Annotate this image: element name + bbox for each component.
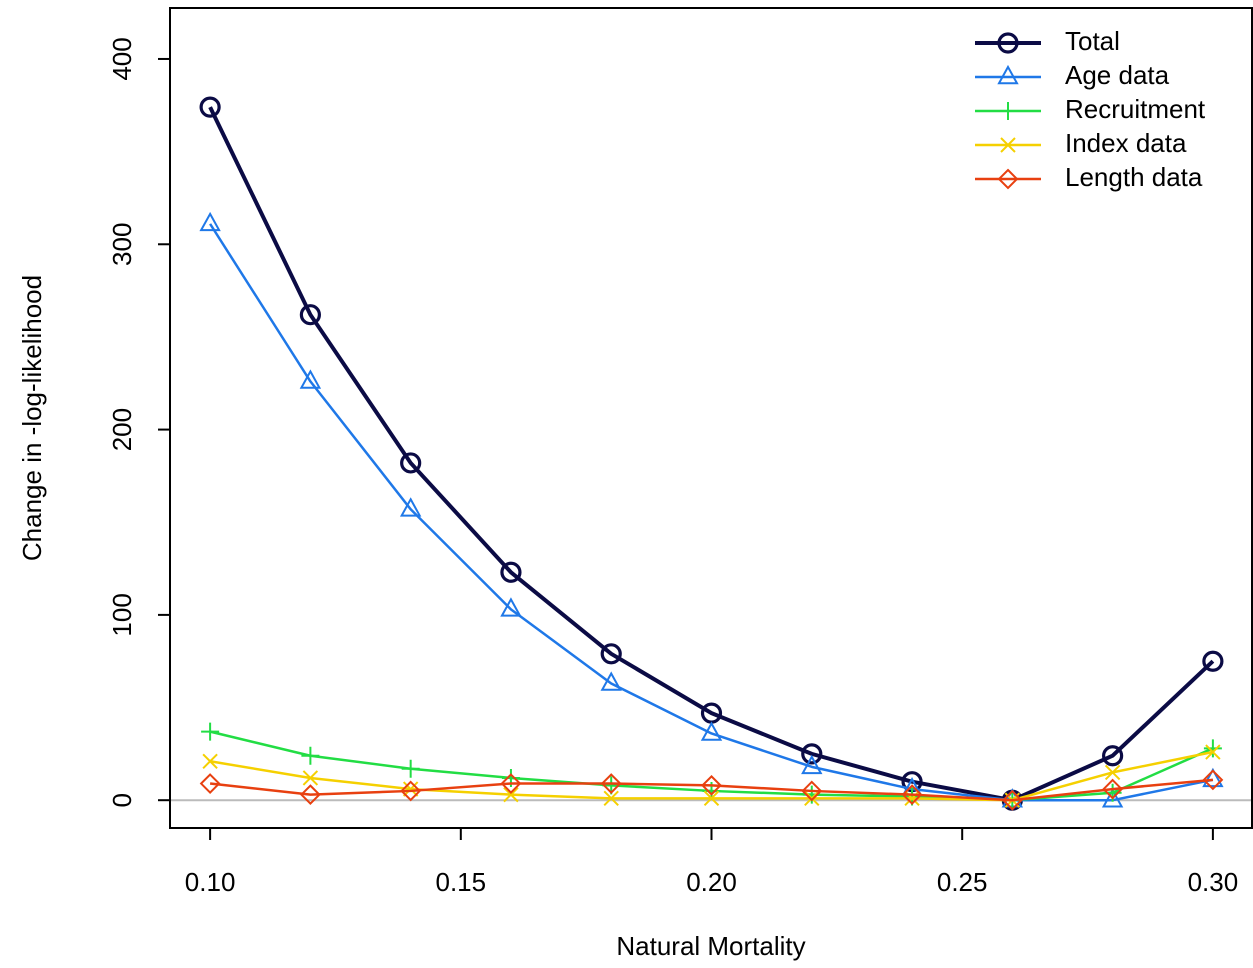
point [801, 743, 823, 765]
point [503, 786, 519, 803]
point [400, 780, 422, 802]
point [1203, 739, 1222, 758]
point [1205, 744, 1221, 760]
legend-marker [999, 102, 1017, 120]
series-line [209, 223, 1214, 802]
point [600, 643, 622, 665]
point [1102, 745, 1124, 767]
point [199, 773, 221, 794]
point [201, 722, 220, 741]
point [700, 721, 723, 741]
x-tick-label: 0.30 [1188, 867, 1239, 897]
point [500, 773, 522, 794]
point [600, 773, 622, 794]
y-tick-label: 400 [107, 37, 137, 80]
y-tick-label: 300 [107, 223, 137, 266]
point [202, 753, 218, 769]
point [400, 452, 422, 474]
point [801, 780, 823, 802]
point [600, 671, 622, 691]
point [1202, 767, 1224, 788]
legend-label: Length data [1065, 162, 1203, 192]
y-tick-label: 200 [107, 408, 137, 451]
y-axis-title: Change in -log-likelihood [17, 275, 47, 561]
point [302, 770, 319, 786]
legend-marker [1000, 137, 1016, 153]
point [603, 790, 619, 807]
point [801, 754, 823, 775]
point [1001, 789, 1023, 811]
x-tick-label: 0.25 [937, 867, 988, 897]
y-tick-label: 0 [107, 793, 137, 807]
point [1104, 764, 1121, 781]
point [199, 96, 221, 118]
point [804, 790, 820, 807]
legend-marker [997, 168, 1019, 190]
x-tick-label: 0.15 [436, 867, 487, 897]
point [1102, 778, 1124, 800]
point [701, 774, 722, 796]
legend-label: Index data [1065, 128, 1187, 158]
legend-label: Total [1065, 26, 1120, 56]
series-line [209, 778, 1214, 802]
point [401, 759, 420, 778]
x-axis-title: Natural Mortality [616, 931, 805, 961]
point [1202, 650, 1224, 672]
legend-marker [997, 32, 1019, 54]
point [1202, 769, 1224, 791]
point [500, 597, 522, 617]
point [199, 211, 221, 232]
point [299, 369, 322, 389]
point [301, 746, 320, 765]
series-line [208, 106, 1215, 803]
y-tick-label: 100 [107, 593, 137, 636]
x-tick-label: 0.10 [185, 867, 236, 897]
legend-label: Recruitment [1065, 94, 1206, 124]
point [901, 784, 923, 806]
point [1101, 788, 1124, 808]
point [703, 790, 720, 807]
point [402, 781, 419, 797]
x-tick-label: 0.20 [686, 867, 737, 897]
point [500, 561, 522, 583]
legend-marker [997, 64, 1019, 85]
point [399, 497, 422, 517]
legend-label: Age data [1065, 60, 1170, 90]
point [299, 304, 321, 326]
point [299, 784, 321, 806]
